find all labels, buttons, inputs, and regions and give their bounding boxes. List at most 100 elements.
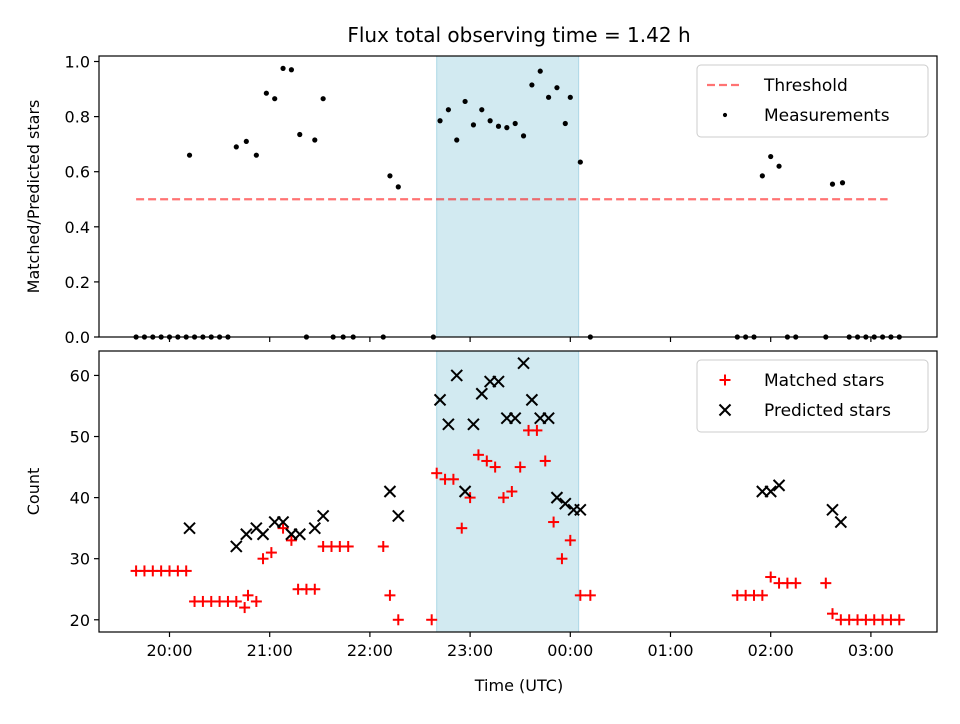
- panel-1-series-1-point-35: [462, 98, 468, 105]
- panel-2-series-1-point-15: [242, 589, 254, 601]
- panel-1-series-1-point-19: [280, 65, 286, 71]
- panel-2-series-2-point-28-b: [550, 491, 564, 504]
- chart-title: Flux total observing time = 1.42 h: [347, 23, 690, 47]
- panel-1-y-tick-label-3: 0.4: [65, 218, 90, 237]
- panel-2-series-2-point-31: [574, 503, 587, 517]
- panel-2-series-1-point-36: [464, 492, 476, 504]
- panel-2-series-2-point-5-b: [256, 528, 270, 541]
- panel-1-y-tick-label-5: 0.8: [65, 108, 90, 127]
- panel-2-series-2-point-19: [475, 387, 488, 400]
- panel-2-series-1-point-42: [514, 461, 526, 473]
- panel-1-y-axis-label: Matched/Predicted stars: [24, 100, 43, 294]
- panel-2-series-1-point-45: [539, 455, 551, 467]
- panel-2-series-1-point-37: [472, 449, 484, 461]
- panel-2-series-2-point-29-b: [559, 497, 572, 510]
- panel-2-series-2-point-25: [525, 393, 539, 407]
- panel-1-series-1-point-49: [577, 159, 583, 165]
- x-tick-label-2: 21:00: [247, 641, 293, 660]
- panel-1-series-1-point-47: [562, 120, 568, 127]
- panel-2-series-2-point-14: [433, 393, 447, 407]
- panel-1-legend-label-2: Measurements: [764, 106, 890, 126]
- panel-2-series-2-point-2-b: [230, 540, 243, 553]
- panel-2-series-2-point-29: [559, 497, 572, 510]
- panel-2-series-2-point-31-b: [574, 503, 587, 517]
- panel-2-series-1-point-28: [377, 540, 389, 552]
- panel-2-series-2-point-17: [458, 485, 472, 498]
- panel-1-series-1-point-37: [479, 107, 485, 113]
- panel-2-series-1-point-59: [820, 577, 832, 589]
- panel-2-series-2-point-11: [316, 509, 330, 523]
- panel-2-series-1-point-19: [277, 522, 289, 534]
- panel-1-legend-label-1: Threshold: [763, 76, 848, 96]
- x-tick-label-5: 00:00: [547, 641, 593, 660]
- panel-2-series-2-point-3: [240, 528, 253, 541]
- panel-2-series-2-point-21-b: [492, 375, 505, 388]
- panel-2-series-2-point-4-b: [250, 521, 263, 535]
- panel-1-series-1-point-8: [186, 152, 193, 158]
- panel-2-series-2-point-18: [467, 418, 480, 431]
- panel-2-series-1-point-46: [548, 516, 560, 528]
- panel-1-series-1-point-23: [312, 137, 318, 143]
- panel-1-series-1-point-38: [487, 118, 493, 124]
- panel-2-series-1-point-50: [584, 589, 596, 601]
- x-tick-label-6: 01:00: [647, 641, 693, 660]
- panel-1-series-1-point-39: [495, 123, 502, 129]
- panel-2-axes-frame: [98, 350, 938, 633]
- panel-2-series-2-point-5: [256, 528, 270, 541]
- panel-2-series-2-point-12-b: [383, 485, 397, 498]
- panel-2-series-1-point-35: [456, 522, 468, 534]
- panel-2-series-1-point-58: [790, 577, 802, 589]
- panel-2-series-1-point-16: [250, 595, 262, 607]
- panel-1-series-1-point-20: [288, 67, 295, 73]
- panel-2-series-2-point-7-b: [276, 515, 290, 529]
- panel-1-series-1-point-48: [567, 94, 573, 100]
- panel-2-series-1-point-29: [384, 589, 396, 601]
- panel-2-series-2-point-23-b: [508, 411, 522, 425]
- panel-2-series-2-point-36-b: [834, 515, 848, 529]
- panel-2-y-tick-label-5: 60: [70, 366, 90, 385]
- panel-2-series-2-point-11-b: [316, 509, 330, 523]
- panel-1-series-1-point-14: [233, 144, 239, 150]
- panel-2-series-1-point-48: [564, 534, 576, 546]
- panel-2-legend-label-2: Predicted stars: [764, 401, 891, 421]
- panel-2-series-1-point-13: [230, 595, 242, 607]
- panel-1-series-1-point-55: [768, 153, 774, 160]
- panel-2-series-1-point-40: [498, 492, 509, 504]
- panel-2-y-tick-label-3: 40: [70, 489, 90, 508]
- panel-2-series-2-point-33-b: [764, 485, 777, 498]
- panel-2-series-1-point-39: [489, 461, 501, 473]
- panel-2-series-2-point-25-b: [525, 393, 539, 407]
- panel-2-series-2-point-34: [772, 479, 786, 492]
- panel-1-series-1-point-17: [263, 90, 269, 96]
- panel-1-y-tick-label-4: 0.6: [65, 163, 90, 182]
- panel-2-series-2-point-17-b: [458, 485, 472, 498]
- panel-2-series-2-point-13-b: [392, 509, 405, 523]
- panel-1-series-1: [133, 65, 902, 340]
- panel-1-series-1-point-45: [545, 94, 552, 100]
- panel-2-series-1-point-41: [506, 486, 518, 497]
- panel-2-series-2-point-7: [276, 515, 290, 529]
- panel-1-series-1-point-54: [759, 173, 765, 179]
- panel-1-series-1-point-61: [839, 180, 846, 186]
- panel-1-series-1-point-16: [253, 152, 259, 158]
- panel-2-series-1-point-27: [342, 540, 354, 552]
- panel-2-series-2-point-34-b: [772, 479, 786, 492]
- panel-2-series-1-point-31: [426, 614, 438, 626]
- panel-1-series-1-point-18: [272, 96, 278, 102]
- panel-2-series-1-point-7: [180, 565, 192, 577]
- panel-2-series-2-point-23: [508, 411, 522, 425]
- x-axis-label: Time (UTC): [474, 676, 563, 695]
- panel-2-series-2-point-35: [826, 503, 839, 517]
- panel-2-series-1-point-23: [309, 583, 321, 595]
- panel-2-series-1-point-38: [481, 455, 493, 467]
- panel-2-series-2-point-19-b: [475, 387, 488, 400]
- panel-2-y-tick-label-4: 50: [70, 428, 90, 447]
- panel-1-series-1-point-42: [520, 133, 527, 139]
- panel-1-series-1-point-29: [387, 173, 393, 179]
- panel-2-series-2-point-16: [450, 369, 463, 382]
- panel-2-series-2-point-15: [442, 418, 455, 431]
- panel-2-series-2-point-16-b: [450, 369, 463, 382]
- panel-1-series-1-point-24: [320, 96, 326, 102]
- panel-2-series-2-point-24: [517, 357, 530, 370]
